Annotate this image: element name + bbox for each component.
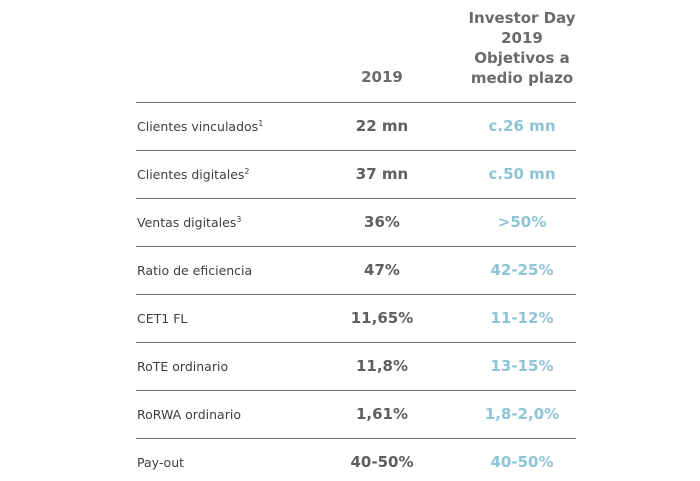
footnote-marker: 1: [258, 119, 264, 128]
column-header-targets-line: Objetivos a: [474, 49, 570, 67]
value-2019: 1,61%: [355, 405, 409, 423]
value-target: 11-12%: [490, 309, 554, 327]
value-2019: 11,65%: [350, 309, 414, 327]
table-row: Clientes vinculados1 22 mn c.26 mn: [136, 102, 576, 150]
value-target: 1,8-2,0%: [484, 405, 560, 423]
row-label: Clientes vinculados1: [137, 103, 263, 150]
column-header-2019: 2019: [361, 68, 403, 86]
row-label: CET1 FL: [137, 295, 187, 342]
row-label-text: Ratio de eficiencia: [137, 263, 253, 278]
value-2019: 47%: [364, 261, 400, 279]
column-header-targets-line: 2019: [501, 29, 543, 47]
row-label-text: RoTE ordinario: [137, 359, 229, 374]
column-header-targets-line: medio plazo: [470, 69, 574, 87]
value-2019: 36%: [364, 213, 400, 231]
table-row: Pay-out 40-50% 40-50%: [136, 438, 576, 481]
value-2019: 37 mn: [355, 165, 409, 183]
row-label-text: Clientes digitales: [137, 167, 245, 182]
row-label: Ventas digitales3: [137, 199, 241, 246]
value-target: 42-25%: [490, 261, 554, 279]
kpi-table: Clientes vinculados1 22 mn c.26 mn Clien…: [136, 102, 576, 481]
row-label: RoRWA ordinario: [137, 391, 241, 438]
footnote-marker: 3: [236, 215, 242, 224]
table-row: Clientes digitales2 37 mn c.50 mn: [136, 150, 576, 198]
table-row: CET1 FL 11,65% 11-12%: [136, 294, 576, 342]
table-row: RoRWA ordinario 1,61% 1,8-2,0%: [136, 390, 576, 438]
column-header-targets-line: Investor Day: [468, 9, 576, 27]
row-label-text: CET1 FL: [137, 311, 188, 326]
value-2019: 40-50%: [350, 453, 414, 471]
row-label: Pay-out: [137, 439, 184, 481]
value-2019: 11,8%: [355, 357, 409, 375]
row-label-text: Pay-out: [137, 455, 185, 470]
value-2019: 22 mn: [355, 117, 409, 135]
value-target: 13-15%: [490, 357, 554, 375]
row-label: Clientes digitales2: [137, 151, 250, 198]
row-label-text: Clientes vinculados: [137, 119, 259, 134]
table-row: Ratio de eficiencia 47% 42-25%: [136, 246, 576, 294]
value-target: c.26 mn: [488, 117, 556, 135]
footnote-marker: 2: [244, 167, 250, 176]
row-label: Ratio de eficiencia: [137, 247, 252, 294]
row-label: RoTE ordinario: [137, 343, 228, 390]
row-label-text: RoRWA ordinario: [137, 407, 241, 422]
row-label-text: Ventas digitales: [137, 215, 237, 230]
column-header-targets: Investor Day 2019 Objetivos a medio plaz…: [460, 8, 584, 88]
value-target: 40-50%: [490, 453, 554, 471]
table-row: RoTE ordinario 11,8% 13-15%: [136, 342, 576, 390]
table-row: Ventas digitales3 36% >50%: [136, 198, 576, 246]
value-target: c.50 mn: [488, 165, 556, 183]
value-target: >50%: [497, 213, 547, 231]
